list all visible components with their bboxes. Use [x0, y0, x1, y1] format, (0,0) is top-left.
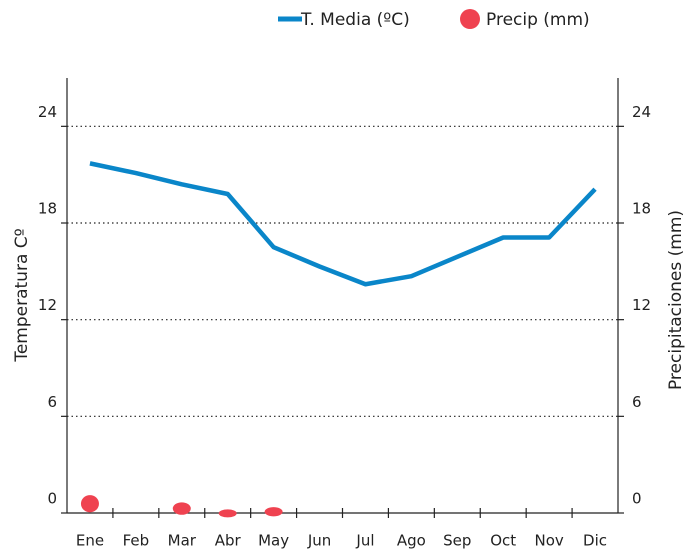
x-tick-label: Ago: [397, 532, 426, 550]
x-tick-label: Nov: [534, 532, 563, 550]
legend-label: T. Media (ºC): [300, 10, 410, 30]
x-tick-label: Dic: [583, 532, 607, 550]
x-tick-label: Mar: [168, 532, 197, 550]
legend-label: Precip (mm): [486, 10, 590, 30]
x-tick-label: Feb: [123, 532, 150, 550]
y2-tick-label: 6: [632, 393, 642, 411]
x-tick-label: Jun: [307, 532, 331, 550]
y2-tick-label: 24: [632, 103, 651, 121]
y2-axis-label: Precipitaciones (mm): [666, 210, 686, 390]
precip-dot: [80, 495, 99, 513]
y-axis-label: Temperatura Cº: [12, 228, 32, 362]
x-tick-label: Oct: [490, 532, 516, 550]
y-tick-label: 18: [38, 200, 57, 218]
x-tick-label: Jul: [355, 532, 374, 550]
x-tick-label: Abr: [215, 532, 242, 550]
precip-dot: [218, 509, 237, 518]
y-tick-label: 6: [47, 393, 57, 411]
precip-dot: [172, 502, 191, 515]
temperature-line: [89, 161, 597, 287]
x-tick-label: Ene: [76, 532, 104, 550]
x-tick-label: May: [258, 532, 289, 550]
precip-dot: [264, 507, 283, 517]
y-tick-label: 0: [47, 490, 57, 508]
y-tick-label: 12: [38, 296, 57, 314]
y2-tick-label: 18: [632, 200, 651, 218]
y-tick-label: 24: [38, 103, 57, 121]
legend-swatch: [460, 9, 480, 29]
y2-tick-label: 0: [632, 490, 642, 508]
x-tick-label: Sep: [443, 532, 471, 550]
y2-tick-label: 12: [632, 296, 651, 314]
